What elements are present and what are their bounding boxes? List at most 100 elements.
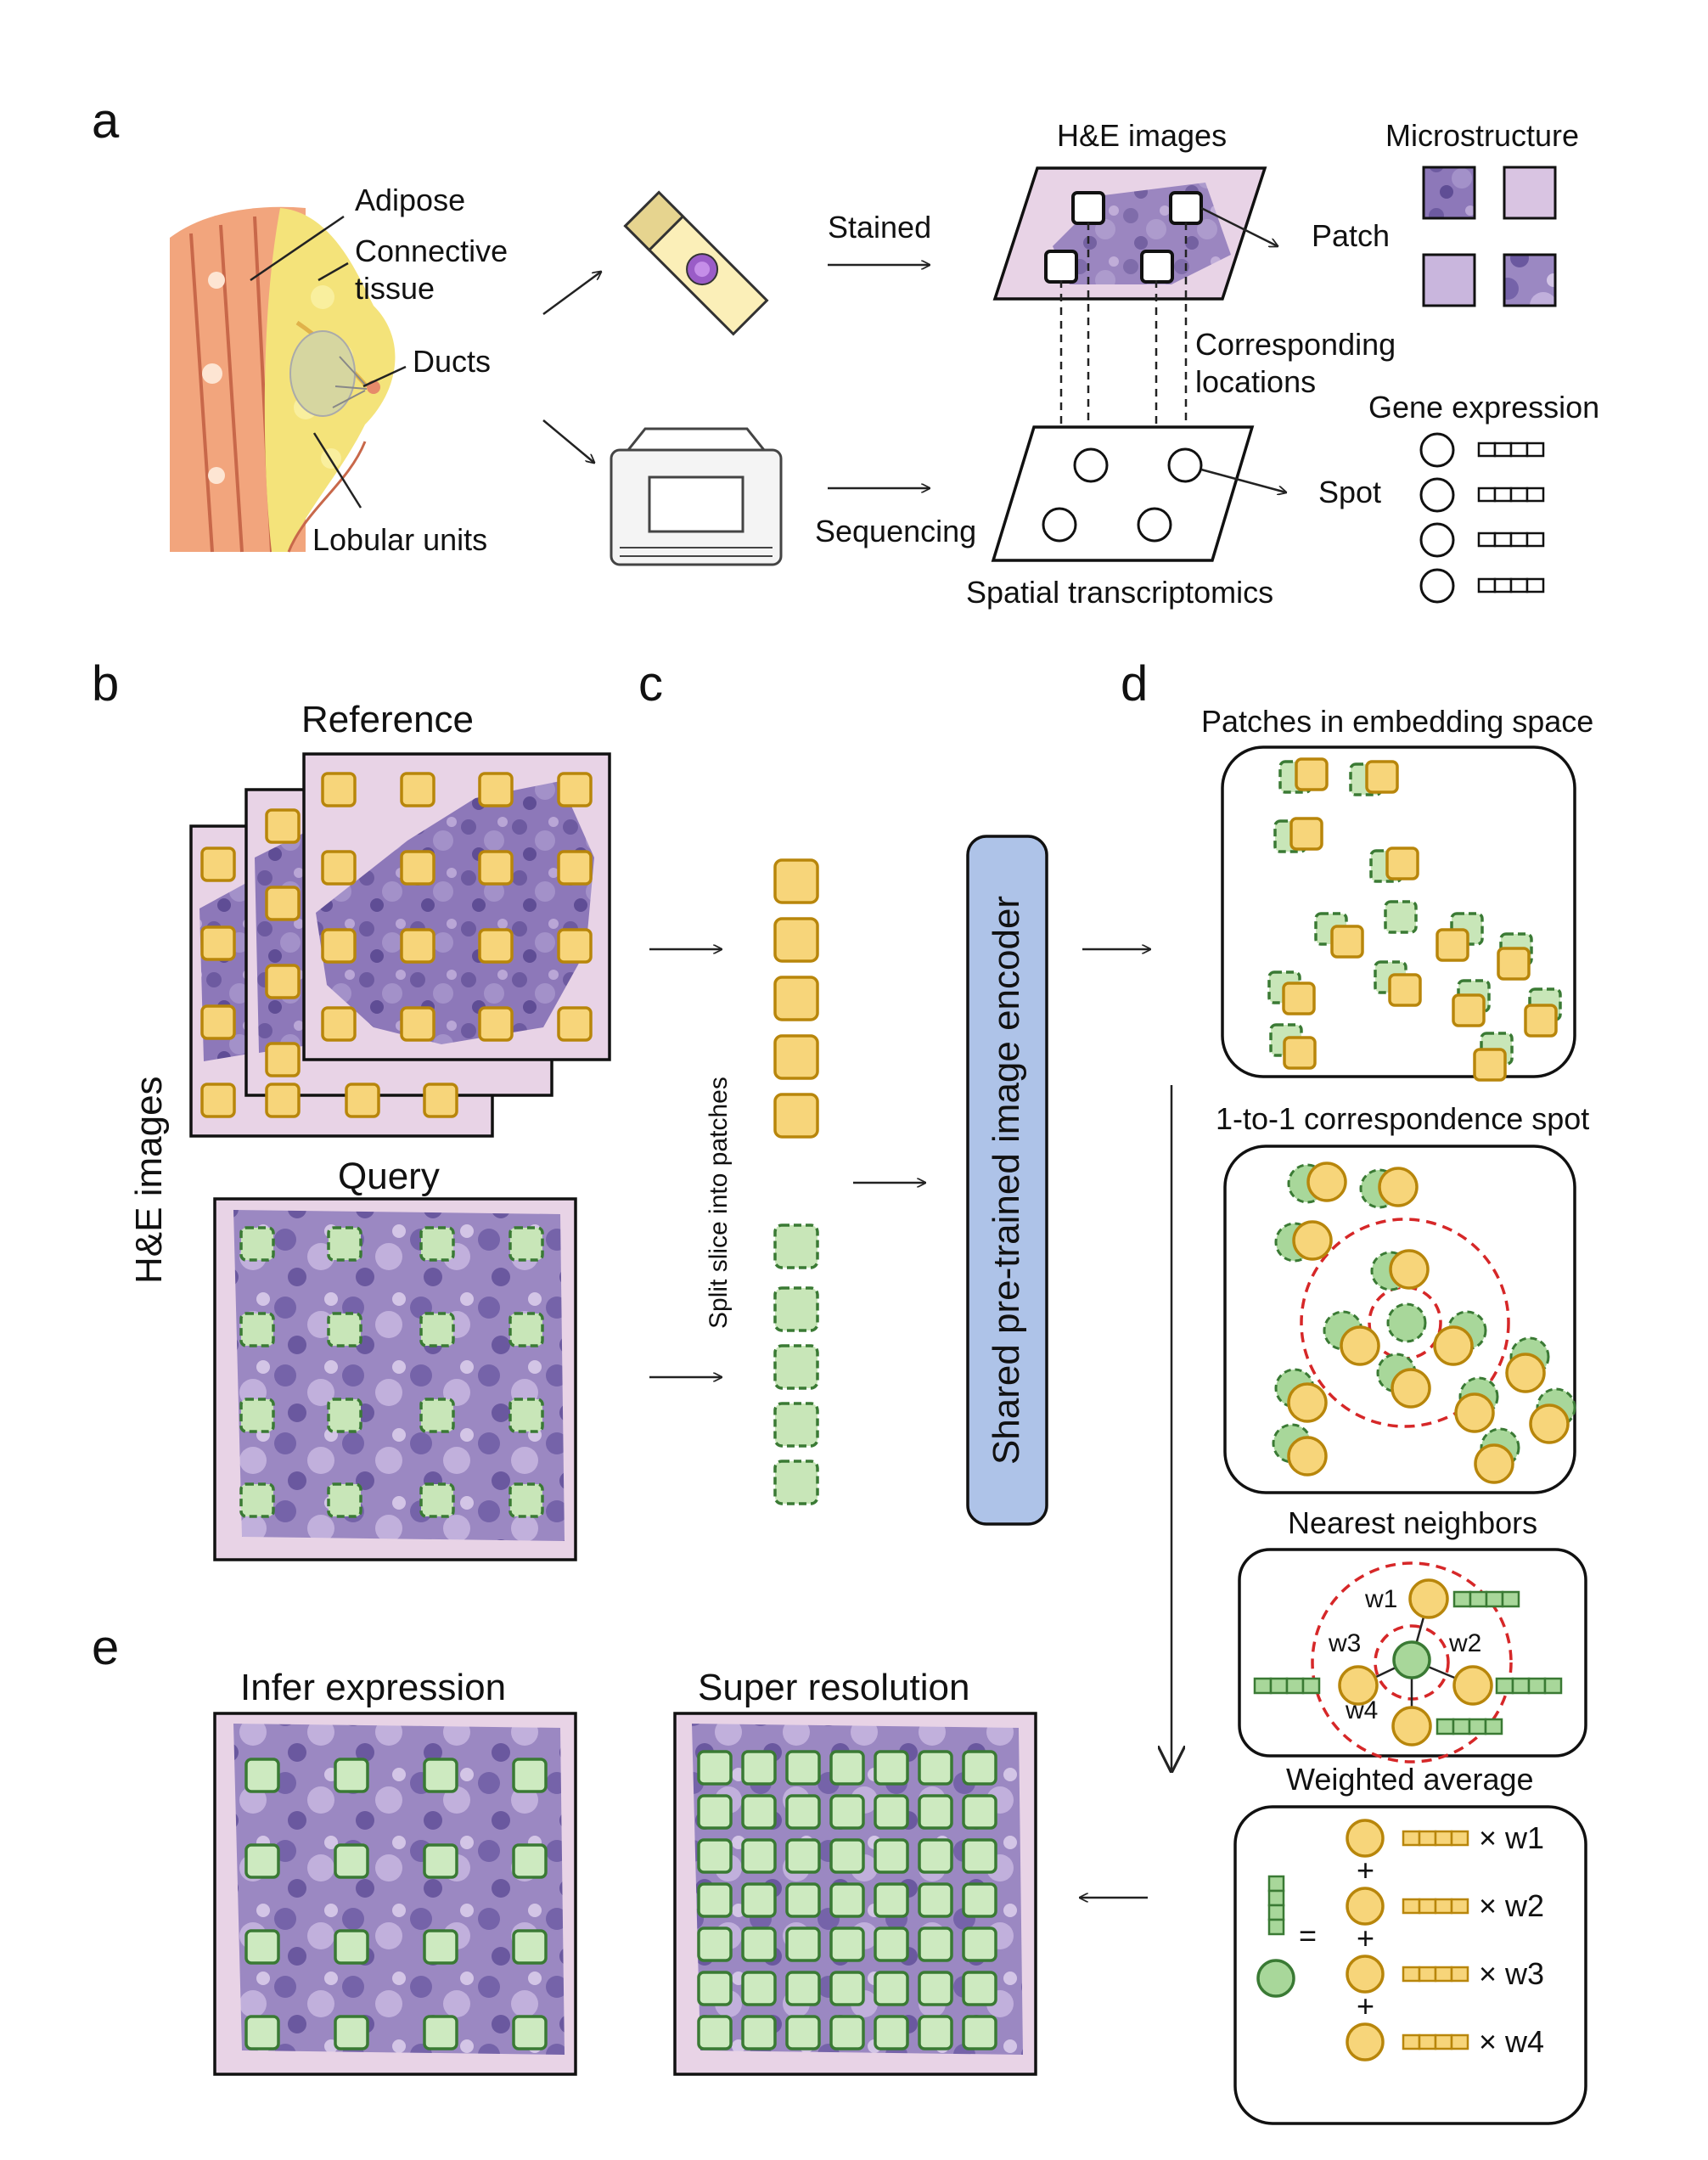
patch-cell [785,1838,821,1874]
patch-cell [918,1794,953,1830]
he-patch-box [1140,250,1174,284]
spot-circle [1042,507,1077,543]
patch-cell [423,1843,458,1879]
label-he-images-a: H&E images [1057,118,1227,153]
patch-cell [334,1929,369,1965]
label-spot: Spot [1318,475,1381,509]
green-patch-stack [773,1223,819,1505]
patch-cell [829,1794,865,1830]
patch-cell [423,2015,458,2050]
patch-cell [423,1758,458,1793]
label-split: Split slice into patches [705,1077,733,1329]
infer-slice [213,1712,577,2076]
gene-expression-vectors [1419,432,1545,604]
arrow-icon [542,272,601,316]
patch-cell [741,1971,777,2006]
panel-label-d: d [1121,656,1148,712]
patch-cell [785,1794,821,1830]
patch-cell [918,1971,953,2006]
reference-slice-front [302,752,611,1061]
plus-sign: + [1357,1921,1374,1955]
patch-cell [962,1882,997,1918]
patch-cell [785,1750,821,1786]
patch-cell [244,1843,280,1879]
label-connective: Connective [355,233,508,268]
patch-cell [741,1927,777,1962]
he-patch-box [1044,250,1078,284]
weighted-average-equation [1256,1819,1469,2062]
label-correspondence: 1-to-1 correspondence spot [1216,1101,1589,1136]
patch-cell [874,1971,909,2006]
leader-connective [317,262,349,282]
label-reference: Reference [301,699,474,740]
label-patch: Patch [1312,218,1390,253]
patch-cell [334,1758,369,1793]
label-locations: locations [1195,364,1316,399]
neighbor-ring-outer [1300,1218,1510,1428]
patch-cell [962,1971,997,2006]
panel-label-a: a [92,93,120,149]
patch-cell [829,1882,865,1918]
patch-cell [918,1882,953,1918]
plus-sign: + [1357,1853,1374,1887]
panel-label-e: e [92,1620,119,1675]
arrow-icon [1200,206,1278,246]
times-w2: × w2 [1479,1888,1544,1923]
super-resolution-patch-grid [697,1750,997,2050]
times-w1: × w1 [1479,1820,1544,1855]
infer-patch-grid [244,1758,548,2050]
patch-cell [785,1971,821,2006]
label-w2: w2 [1448,1629,1481,1657]
label-spatial: Spatial transcriptomics [966,575,1273,610]
spot-circle [1137,507,1172,543]
patch-cell [697,1882,733,1918]
panel-label-c: c [638,656,663,712]
spatial-slice [991,425,1255,562]
label-query: Query [338,1156,440,1197]
patch-cell [874,1838,909,1874]
label-embedding: Patches in embedding space [1201,704,1593,739]
label-w4: w4 [1345,1696,1378,1724]
patch-cell [697,1794,733,1830]
patch-cell [785,1927,821,1962]
breast-anatomy-illustration [170,206,396,553]
patch-cell [244,1929,280,1965]
weighted-box [1233,1805,1587,2125]
plus-sign: + [1357,1988,1374,2023]
arrow-icon [1200,468,1286,492]
label-connective-2: tissue [355,271,435,306]
patch-cell [829,1838,865,1874]
patch-cell [334,1843,369,1879]
times-w4: × w4 [1479,2024,1544,2059]
reference-patches [200,772,593,1118]
sequencer-machine-icon [610,427,783,566]
patch-cell [918,1927,953,1962]
label-gene-expression: Gene expression [1368,390,1599,425]
patch-cell [741,2015,777,2050]
patch-cell [334,2015,369,2050]
label-he-images-b: H&E images [128,1076,170,1284]
spot-circle [1073,447,1109,483]
patch-cell [962,2015,997,2050]
label-stained: Stained [828,210,931,245]
patch-cell [697,1927,733,1962]
correspondence-points [1272,1162,1576,1484]
spot-circle [1167,447,1203,483]
label-infer: Infer expression [240,1667,506,1708]
patch-cell [741,1882,777,1918]
label-nearest: Nearest neighbors [1288,1505,1537,1540]
label-ducts: Ducts [413,344,491,379]
leader-adipose [250,215,345,282]
patch-cell [829,2015,865,2050]
patch-cell [697,1971,733,2006]
patch-cell [244,2015,280,2050]
patch-cell [244,1758,280,1793]
label-w3: w3 [1328,1629,1361,1657]
leader-ducts [362,365,407,388]
embedding-points [1267,757,1562,1082]
panel-label-b: b [92,656,119,712]
label-adipose: Adipose [355,183,465,217]
label-microstructure: Microstructure [1385,118,1579,153]
patch-cell [918,1750,953,1786]
patch-cell [512,2015,548,2050]
